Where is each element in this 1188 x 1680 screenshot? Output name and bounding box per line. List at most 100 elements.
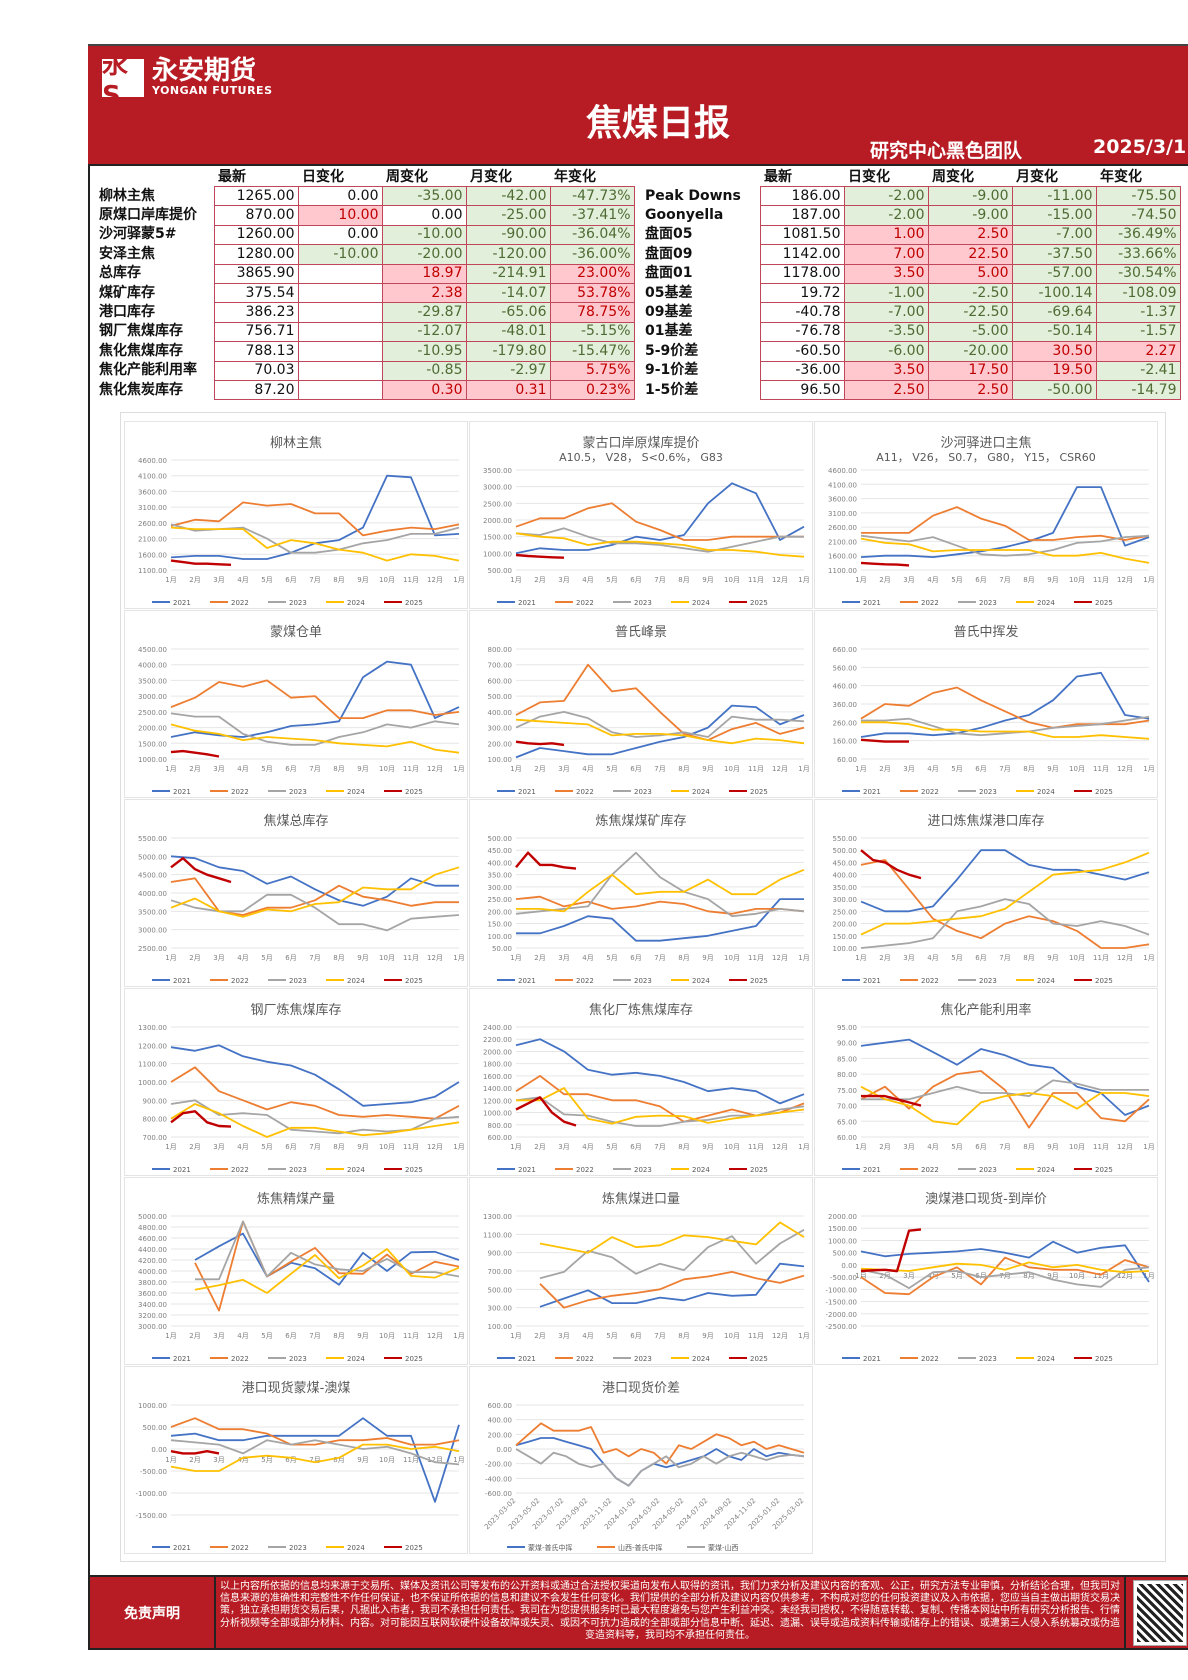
x-tick-label: 2月: [534, 765, 545, 773]
x-tick-label: 1月: [510, 576, 521, 584]
change-value: -2.41: [1095, 360, 1181, 381]
x-tick-label: 1月: [165, 576, 176, 584]
x-tick-label: 10月: [379, 576, 395, 584]
x-tick-label: 8月: [333, 576, 344, 584]
row-label: 01基差: [645, 323, 693, 340]
team-name: 研究中心黑色团队: [870, 140, 1023, 162]
y-tick-label: 300.00: [488, 725, 513, 733]
change-value: 2.50: [927, 379, 1013, 401]
x-tick-label: 5月: [951, 1272, 962, 1280]
change-value: 10.00: [297, 205, 383, 226]
series-line-蒙煤-山西: [515, 1448, 805, 1487]
latest-value: -36.00: [759, 360, 845, 381]
y-tick-label: 3500.00: [138, 908, 167, 916]
line-chart: 100.00 200.00 300.00 400.00 500.00 600.00 700.…: [488, 646, 810, 796]
y-tick-label: 200.00: [488, 908, 513, 916]
change-value: 0.31: [465, 379, 551, 401]
x-tick-label: 4月: [927, 1272, 938, 1280]
y-tick-label: 550.00: [833, 835, 858, 843]
x-tick-label: 1月: [798, 765, 809, 773]
x-tick-label: 1月: [453, 1332, 464, 1340]
x-tick-label: 12月: [427, 954, 443, 962]
series-line-2021: [860, 486, 1150, 559]
x-tick-label: 3月: [903, 576, 914, 584]
legend-label: 2021: [518, 1166, 536, 1174]
x-tick-label: 10月: [379, 1332, 395, 1340]
y-tick-label: 400.00: [488, 859, 513, 867]
y-tick-label: 1000.00: [483, 1110, 512, 1118]
row-label: 安泽主焦: [99, 245, 155, 262]
chart-subtitle: A10.5， V28， S<0.6%， G83: [559, 451, 723, 464]
x-tick-label: 6月: [630, 1332, 641, 1340]
y-tick-label: 0.00: [151, 1446, 167, 1454]
change-value: -20.00: [381, 244, 467, 265]
x-tick-label: 5月: [261, 1456, 272, 1464]
change-value: -75.50: [1095, 185, 1181, 207]
row-label: 焦化焦炭库存: [99, 381, 183, 398]
series-line-2021: [170, 1044, 460, 1107]
line-chart: -2500.00 -2000.00 -1500.00 -1000.00 -500.00 0…: [826, 1213, 1155, 1363]
column-header: 周变化: [932, 169, 974, 185]
y-tick-label: 90.00: [837, 1040, 857, 1048]
y-tick-label: 5000.00: [138, 853, 167, 861]
chart-title: 蒙煤仓单: [269, 625, 322, 640]
x-tick-label: 6月: [975, 576, 986, 584]
x-tick-label: 1月: [165, 765, 176, 773]
legend-label: 蒙煤-普氏中挥: [528, 1543, 573, 1552]
y-tick-label: 4500.00: [138, 646, 167, 654]
x-tick-label: 7月: [999, 765, 1010, 773]
legend-label: 2022: [921, 1166, 939, 1174]
legend-label: 2021: [173, 1166, 191, 1174]
legend-label: 2025: [405, 977, 423, 985]
chart-title: 港口现货价差: [601, 1381, 680, 1396]
legend-label: 2022: [576, 1166, 594, 1174]
legend-label: 2024: [692, 1355, 710, 1363]
series-line-2023: [515, 527, 804, 553]
latest-value: 70.03: [213, 360, 299, 381]
line-chart: 1100.00 1600.00 2100.00 2600.00 3100.00 3600.…: [828, 467, 1155, 607]
row-label: 焦化焦煤库存: [99, 342, 183, 359]
x-tick-label: 8月: [678, 576, 689, 584]
latest-value: 386.23: [213, 302, 299, 323]
chart-title: 沙河驿进口主焦: [940, 436, 1032, 451]
x-tick-label: 7月: [999, 954, 1010, 962]
x-tick-label: 9月: [1047, 1272, 1058, 1280]
price-inventory-table: 最新 日变化 周变化 月变化 年变化 柳林主焦 1265.00 0.00 -35.00 -42.0…: [96, 166, 635, 401]
series-line-2023: [860, 1266, 1150, 1289]
change-value: -1.37: [1095, 302, 1181, 323]
x-tick-label: 4月: [237, 1456, 248, 1464]
legend-label: 2021: [173, 599, 191, 607]
x-tick-label: 10月: [724, 954, 740, 962]
series-line-2023: [861, 1079, 1149, 1101]
latest-value: 187.00: [759, 205, 845, 226]
x-tick-label: 11月: [748, 954, 764, 962]
y-tick-label: 5000.00: [138, 1213, 167, 1221]
x-tick-label: 3月: [558, 765, 569, 773]
change-value: -9.00: [927, 185, 1013, 207]
y-tick-label: 3600.00: [138, 488, 167, 496]
y-tick-label: 2500.00: [138, 709, 167, 717]
series-line-2024: [516, 868, 805, 913]
x-tick-label: 5月: [606, 1143, 617, 1151]
series-line-2021: [515, 482, 805, 555]
header-spacer: [642, 166, 760, 187]
change-value: -7.00: [1011, 224, 1097, 246]
x-tick-label: 3月: [213, 1332, 224, 1340]
y-tick-label: 80.00: [837, 1071, 857, 1079]
series-line-2023: [170, 712, 460, 746]
change-value: -3.50: [843, 321, 929, 343]
legend-label: 2022: [921, 977, 939, 985]
row-label: 1-5价差: [645, 381, 699, 398]
change-value: 78.75%: [549, 302, 635, 323]
series-line-蒙煤-普氏中挥: [515, 1437, 805, 1487]
disclaimer-label: 免责声明: [90, 1577, 216, 1648]
legend-label: 2021: [173, 788, 191, 796]
y-tick-label: -2500.00: [826, 1323, 857, 1331]
legend-label: 2022: [576, 977, 594, 985]
y-tick-label: 4200.00: [138, 1257, 167, 1265]
change-value: -50.14: [1011, 321, 1097, 343]
line-chart: 2500.00 3000.00 3500.00 4000.00 4500.00 5000.…: [138, 835, 465, 985]
y-tick-label: 3800.00: [138, 1279, 167, 1287]
chart-panel: 60.00 160.00 260.00 360.00 460.00 560.00 660.0…: [814, 610, 1158, 798]
y-tick-label: 800.00: [488, 646, 513, 654]
